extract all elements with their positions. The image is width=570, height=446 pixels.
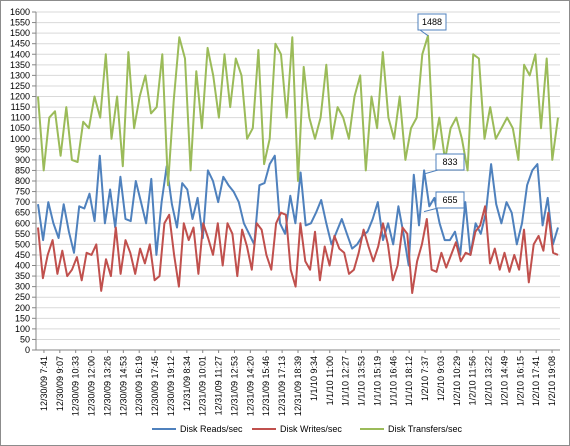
y-tick-label: 650 (15, 208, 30, 218)
x-tick-label: 12/30/09 19:12 (166, 356, 176, 416)
y-axis: 0501001502002503003504004505005506006507… (10, 7, 37, 355)
y-tick-label: 300 (15, 282, 30, 292)
annotation-label: 655 (442, 195, 457, 205)
series-lines (37, 34, 559, 294)
x-tick-label: 1/1/10 12:27 (341, 356, 351, 406)
annotation-box (435, 153, 465, 171)
x-axis: 12/30/09 7:41 12/30/09 9:07 12/30/09 10:33… (36, 349, 560, 416)
y-tick-label: 1250 (10, 81, 30, 91)
x-tick-label: 1/2/10 16:15 (515, 356, 525, 406)
y-tick-label: 1150 (11, 102, 30, 112)
x-tick-label: 12/31/09 8:34 (182, 356, 192, 411)
annotation-leader-line (423, 207, 439, 213)
y-tick-label: 1400 (10, 49, 30, 59)
x-tick-label: 12/31/09 15:46 (261, 356, 271, 416)
annotation-label: 833 (442, 157, 457, 167)
y-tick-label: 850 (15, 165, 30, 175)
legend-label: Disk Writes/sec (280, 424, 342, 434)
y-tick-label: 1300 (10, 70, 30, 80)
y-tick-label: 250 (15, 292, 30, 302)
x-tick-label: 12/31/09 18:39 (293, 356, 303, 416)
y-tick-label: 150 (15, 313, 30, 323)
y-tick-label: 1350 (10, 60, 30, 70)
x-tick-label: 1/1/10 13:53 (357, 356, 367, 406)
x-tick-label: 1/2/10 19:08 (547, 356, 557, 406)
x-tick-label: 12/30/09 16:19 (134, 356, 144, 416)
x-tick-label: 1/2/10 13:22 (484, 356, 494, 406)
y-tick-label: 600 (15, 218, 30, 228)
y-tick-label: 950 (15, 144, 30, 154)
y-tick-label: 1100 (11, 113, 30, 123)
y-tick-label: 500 (15, 239, 30, 249)
y-tick-label: 1000 (10, 134, 30, 144)
y-tick-label: 550 (15, 229, 30, 239)
y-tick-label: 100 (15, 324, 30, 334)
annotation-leader-line (419, 29, 429, 37)
y-tick-label: 350 (15, 271, 30, 281)
x-tick-label: 1/1/10 15:19 (372, 356, 382, 406)
x-tick-label: 12/31/09 11:27 (214, 356, 224, 415)
y-tick-label: 400 (15, 261, 30, 271)
annotation-label: 1488 (422, 17, 442, 27)
x-tick-label: 1/1/10 11:00 (325, 356, 335, 405)
x-tick-label: 12/31/09 14:20 (245, 356, 255, 416)
x-tick-label: 12/30/09 12:00 (87, 356, 97, 416)
annotation-box (435, 191, 465, 209)
y-tick-label: 1550 (10, 18, 30, 28)
x-tick-label: 1/2/10 10:29 (452, 356, 462, 406)
y-tick-label: 750 (15, 187, 30, 197)
y-tick-label: 700 (15, 197, 30, 207)
y-tick-label: 1500 (10, 28, 30, 38)
x-tick-label: 12/30/09 13:26 (102, 356, 112, 416)
y-tick-label: 0 (25, 345, 30, 355)
x-tick-label: 12/31/09 12:53 (229, 356, 239, 416)
y-tick-label: 1450 (10, 39, 30, 49)
y-tick-label: 900 (15, 155, 30, 165)
y-tick-label: 1600 (10, 7, 30, 17)
x-tick-label: 1/2/10 11:56 (468, 356, 478, 405)
x-tick-label: 1/2/10 17:41 (531, 356, 541, 406)
legend: Disk Reads/sec Disk Writes/sec Disk Transf… (152, 424, 463, 434)
y-tick-label: 50 (20, 334, 30, 344)
x-tick-label: 1/1/10 16:46 (388, 356, 398, 406)
x-tick-label: 12/30/09 17:45 (150, 356, 160, 416)
x-tick-label: 12/30/09 9:07 (55, 356, 65, 411)
x-tick-label: 1/2/10 9:03 (436, 356, 446, 401)
y-tick-label: 200 (15, 303, 30, 313)
x-tick-label: 1/1/10 9:34 (309, 356, 319, 401)
annotation-leader-line (423, 169, 439, 175)
x-tick-label: 12/30/09 7:41 (39, 356, 49, 411)
annotation-box (417, 13, 447, 31)
y-tick-label: 1200 (10, 92, 30, 102)
y-tick-label: 800 (15, 176, 30, 186)
x-tick-label: 12/30/09 14:53 (118, 356, 128, 416)
x-tick-label: 12/31/09 17:13 (277, 356, 287, 416)
x-tick-label: 12/31/09 10:01 (198, 356, 208, 416)
series-line-disk-writes-sec (37, 205, 559, 294)
x-tick-label: 1/2/10 7:37 (420, 356, 430, 401)
x-tick-label: 1/2/10 14:49 (499, 356, 509, 406)
legend-label: Disk Transfers/sec (388, 424, 463, 434)
annotations: 1488 833 655 (417, 13, 465, 213)
x-tick-label: 12/30/09 10:33 (71, 356, 81, 416)
series-line-disk-transfers-sec (37, 34, 559, 187)
legend-label: Disk Reads/sec (180, 424, 243, 434)
y-tick-label: 1050 (10, 123, 30, 133)
x-tick-label: 1/1/10 18:12 (404, 356, 414, 406)
y-tick-label: 450 (15, 250, 30, 260)
